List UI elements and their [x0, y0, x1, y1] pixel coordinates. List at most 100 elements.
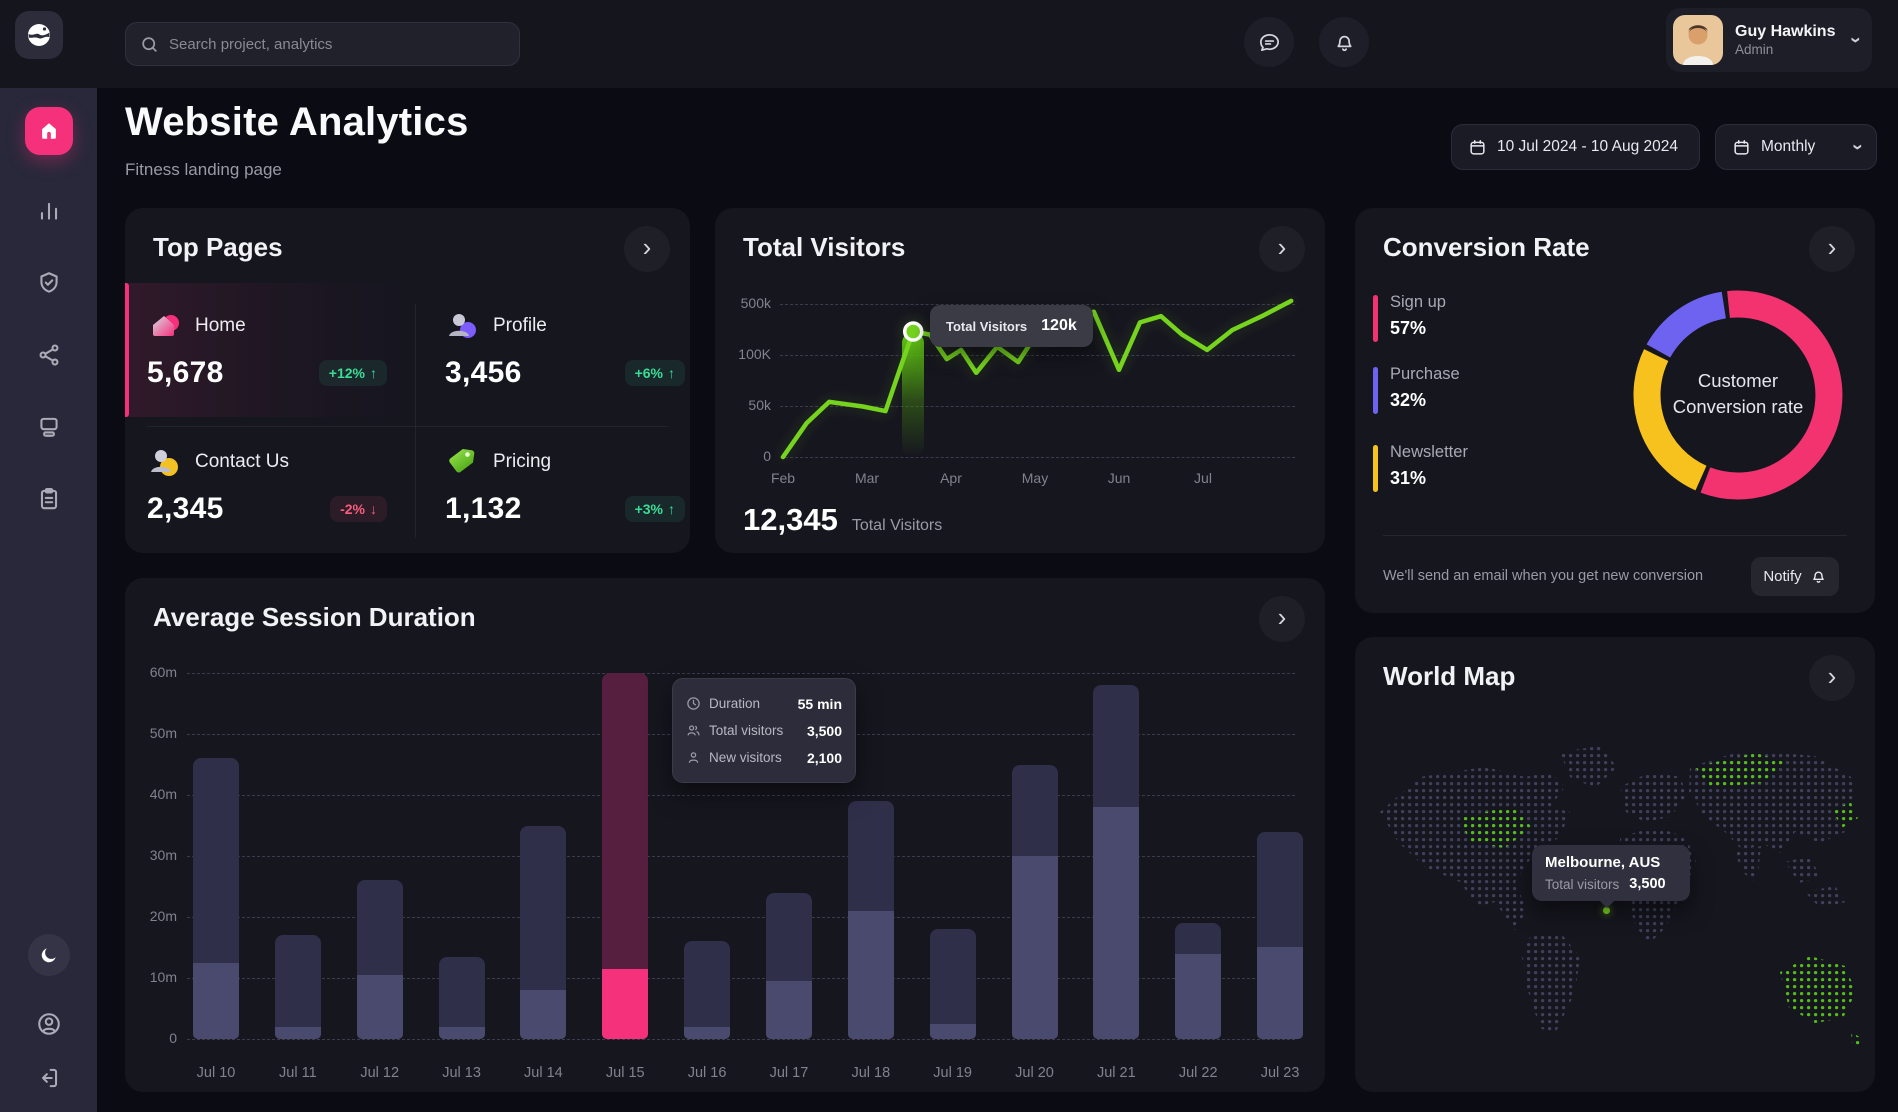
session-bar-chart: 0 10m 20m 30m 40m 50m 60m Jul 10 Jul 11 Jul 12 Jul…: [125, 578, 1325, 1092]
bar-jul-14[interactable]: [520, 825, 567, 1039]
users-icon: [686, 723, 701, 738]
globe-logo-icon: [26, 22, 52, 48]
sidebar-item-integrations[interactable]: [33, 339, 65, 371]
avatar: [1673, 15, 1723, 65]
bar-jul-16[interactable]: [684, 941, 731, 1039]
world-map-expand-button[interactable]: ›: [1809, 655, 1855, 701]
bar-lower-segment: [1257, 947, 1304, 1039]
donut-segment-newsletter[interactable]: [1633, 349, 1707, 491]
search-icon: [140, 35, 159, 54]
sidebar-bottom: [27, 934, 70, 1112]
chat-icon: [1258, 31, 1281, 54]
sidebar-item-security[interactable]: [33, 267, 65, 299]
bar-jul-18[interactable]: [847, 801, 894, 1039]
chevron-down-icon: ›: [1844, 36, 1866, 44]
bar-jul-20[interactable]: [1011, 764, 1058, 1039]
bar-jul-17[interactable]: [765, 892, 812, 1039]
tooltip-value: 120k: [1041, 317, 1077, 334]
moon-icon: [39, 945, 59, 965]
notify-button[interactable]: Notify: [1751, 557, 1839, 596]
date-range-button[interactable]: 10 Jul 2024 - 10 Aug 2024: [1451, 124, 1700, 170]
bar-lower-segment: [847, 910, 894, 1039]
sidebar-item-devices[interactable]: [33, 411, 65, 443]
x-tick: Jul 10: [196, 1065, 236, 1081]
topbar: Guy Hawkins Admin ›: [0, 0, 1898, 88]
conversion-donut-chart[interactable]: [1632, 289, 1844, 501]
dotted-world-map[interactable]: [1365, 732, 1865, 1072]
chevron-right-icon: ›: [1277, 602, 1287, 632]
bar-jul-11[interactable]: [274, 935, 321, 1039]
session-tooltip: Duration 55 min Total visitors 3,500 New…: [672, 678, 856, 783]
card-title: Top Pages: [153, 232, 283, 262]
search-bar[interactable]: [125, 22, 520, 66]
legend-swatch: [1373, 295, 1378, 342]
session-duration-card: Average Session Duration › 0 10m 20m 30m 40m…: [125, 578, 1325, 1092]
bar-jul-15[interactable]: [602, 673, 649, 1039]
sidebar-item-home[interactable]: [24, 107, 73, 155]
bar-jul-12[interactable]: [356, 880, 403, 1039]
donut-segment-purchase[interactable]: [1646, 291, 1727, 358]
chevron-down-icon: ›: [1846, 143, 1868, 151]
x-tick: Feb: [770, 470, 796, 486]
top-page-item-home[interactable]: Home 5,678 +12% ↑: [147, 308, 397, 390]
y-tick: 50k: [748, 397, 771, 413]
marker-dot[interactable]: [902, 321, 924, 342]
user-name: Guy Hawkins: [1735, 22, 1836, 40]
visitors-summary: 12,345 Total Visitors: [743, 502, 942, 538]
bar-jul-10[interactable]: [193, 758, 239, 1039]
sidebar-item-logout[interactable]: [33, 1062, 65, 1094]
top-page-value: 5,678: [147, 356, 224, 389]
tooltip-label: New visitors: [709, 750, 782, 765]
bar-jul-23[interactable]: [1257, 831, 1304, 1039]
x-tick: Mar: [854, 470, 880, 486]
bar-jul-21[interactable]: [1093, 685, 1140, 1039]
user-menu[interactable]: Guy Hawkins Admin ›: [1666, 8, 1872, 72]
sidebar-item-reports[interactable]: [33, 483, 65, 515]
total-visitors-expand-button[interactable]: ›: [1259, 226, 1305, 272]
tooltip-value: 55 min: [797, 695, 842, 712]
top-page-item-contact[interactable]: Contact Us 2,345 -2% ↓: [147, 444, 397, 526]
x-tick: Jul 20: [1015, 1065, 1054, 1081]
notifications-button[interactable]: [1319, 17, 1369, 67]
x-tick: Jul: [1194, 470, 1212, 486]
bar-jul-19[interactable]: [929, 929, 976, 1039]
donut-segment-sign-up[interactable]: [1700, 290, 1843, 500]
monitor-icon: [36, 414, 62, 440]
top-page-item-profile[interactable]: Profile 3,456 +6% ↑: [445, 308, 695, 390]
conversion-expand-button[interactable]: ›: [1809, 226, 1855, 272]
top-page-value: 1,132: [445, 492, 522, 525]
gridline: [187, 917, 1295, 918]
session-expand-button[interactable]: ›: [1259, 596, 1305, 642]
top-page-item-pricing[interactable]: Pricing 1,132 +3% ↑: [445, 444, 695, 526]
map-tooltip: Melbourne, AUS Total visitors 3,500: [1532, 845, 1690, 901]
app-logo[interactable]: [15, 11, 63, 59]
legend-value: 31%: [1390, 468, 1427, 488]
page-subtitle: Fitness landing page: [125, 160, 282, 179]
visitors-line-chart[interactable]: [780, 298, 1295, 463]
period-label: Monthly: [1761, 138, 1816, 155]
pricing-page-icon: [445, 445, 479, 479]
clipboard-list-icon: [36, 486, 62, 512]
tooltip-label: Total visitors: [709, 723, 784, 738]
theme-toggle[interactable]: [27, 934, 70, 976]
sidebar-item-account[interactable]: [33, 1008, 65, 1040]
y-tick: 0: [763, 448, 771, 464]
gridline: [780, 457, 1295, 458]
bar-jul-22[interactable]: [1175, 923, 1222, 1039]
legend-swatch: [1373, 367, 1378, 414]
bell-icon: [1810, 568, 1827, 585]
tooltip-label: Duration: [709, 696, 761, 711]
legend-item-purchase: Purchase 32%: [1373, 365, 1573, 414]
bar-lower-segment: [1011, 856, 1058, 1039]
bar-jul-13[interactable]: [438, 956, 485, 1039]
y-tick: 20m: [149, 908, 177, 924]
messages-button[interactable]: [1244, 17, 1294, 67]
change-badge: +12% ↑: [318, 360, 387, 386]
period-select[interactable]: Monthly ›: [1715, 124, 1877, 170]
shield-check-icon: [36, 270, 62, 296]
top-pages-expand-button[interactable]: ›: [624, 226, 670, 272]
search-input[interactable]: [169, 35, 505, 53]
x-tick: Jun: [1107, 470, 1131, 486]
active-page-indicator: [125, 283, 129, 417]
sidebar-item-analytics[interactable]: [33, 195, 65, 227]
